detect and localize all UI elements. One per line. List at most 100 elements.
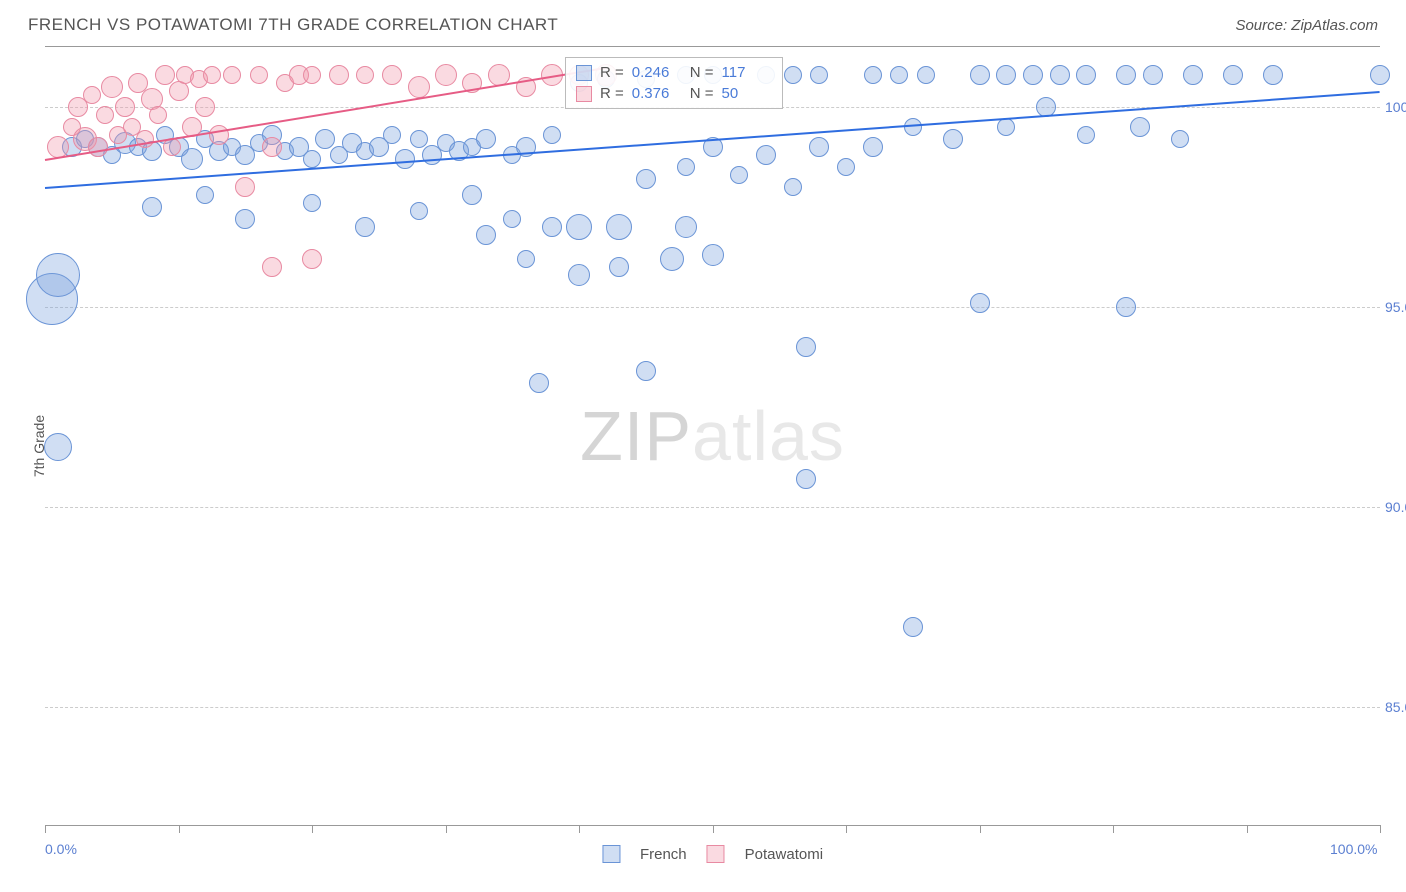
plot-area: ZIPatlas 85.0%90.0%95.0%100.0%0.0%100.0%… <box>45 46 1380 826</box>
gridline <box>45 507 1380 508</box>
data-point <box>462 185 482 205</box>
data-point <box>996 65 1016 85</box>
x-tick <box>1113 825 1114 833</box>
data-point <box>250 66 268 84</box>
data-point <box>756 145 776 165</box>
data-point <box>235 209 255 229</box>
data-point <box>435 64 457 86</box>
stats-swatch-potawatomi <box>576 86 592 102</box>
data-point <box>864 66 882 84</box>
data-point <box>1116 65 1136 85</box>
chart-title: FRENCH VS POTAWATOMI 7TH GRADE CORRELATI… <box>28 15 558 35</box>
stats-r-label-2: R = <box>600 85 624 102</box>
data-point <box>1023 65 1043 85</box>
data-point <box>115 97 135 117</box>
legend-swatch-potawatomi <box>707 845 725 863</box>
data-point <box>235 177 255 197</box>
stats-box: R = 0.246 N = 117 R = 0.376 N = 50 <box>565 57 783 109</box>
data-point <box>383 126 401 144</box>
data-point <box>262 257 282 277</box>
data-point <box>542 217 562 237</box>
data-point <box>476 129 496 149</box>
data-point <box>303 66 321 84</box>
data-point <box>702 244 724 266</box>
data-point <box>1077 126 1095 144</box>
data-point <box>196 186 214 204</box>
data-point <box>149 106 167 124</box>
data-point <box>970 65 990 85</box>
data-point <box>837 158 855 176</box>
stats-n-value-french: 117 <box>722 64 772 81</box>
data-point <box>96 106 114 124</box>
data-point <box>1370 65 1390 85</box>
x-tick <box>312 825 313 833</box>
data-point <box>997 118 1015 136</box>
stats-row-french: R = 0.246 N = 117 <box>576 62 772 83</box>
stats-r-value-french: 0.246 <box>632 64 682 81</box>
stats-n-label-1: N = <box>690 64 714 81</box>
data-point <box>809 137 829 157</box>
data-point <box>209 125 229 145</box>
data-point <box>863 137 883 157</box>
stats-n-label-2: N = <box>690 85 714 102</box>
data-point <box>1076 65 1096 85</box>
data-point <box>101 76 123 98</box>
data-point <box>810 66 828 84</box>
data-point <box>476 225 496 245</box>
gridline <box>45 707 1380 708</box>
data-point <box>503 210 521 228</box>
data-point <box>917 66 935 84</box>
data-point <box>302 249 322 269</box>
watermark-zip: ZIP <box>580 397 692 475</box>
data-point <box>609 257 629 277</box>
data-point <box>636 361 656 381</box>
data-point <box>315 129 335 149</box>
data-point <box>1183 65 1203 85</box>
data-point <box>730 166 748 184</box>
data-point <box>1050 65 1070 85</box>
data-point <box>195 97 215 117</box>
data-point <box>410 130 428 148</box>
watermark-atlas: atlas <box>692 397 845 475</box>
data-point <box>329 65 349 85</box>
legend-label-potawatomi: Potawatomi <box>745 846 823 863</box>
chart-source: Source: ZipAtlas.com <box>1235 17 1378 34</box>
data-point <box>660 247 684 271</box>
x-tick-label-left: 0.0% <box>45 841 77 857</box>
plot-inner: ZIPatlas 85.0%90.0%95.0%100.0%0.0%100.0% <box>45 47 1380 825</box>
data-point <box>796 469 816 489</box>
x-tick-label-right: 100.0% <box>1330 841 1377 857</box>
stats-r-value-potawatomi: 0.376 <box>632 85 682 102</box>
stats-n-value-potawatomi: 50 <box>722 85 772 102</box>
data-point <box>355 217 375 237</box>
y-tick-label: 85.0% <box>1385 699 1406 715</box>
x-tick <box>1380 825 1381 833</box>
data-point <box>943 129 963 149</box>
data-point <box>1263 65 1283 85</box>
stats-r-label-1: R = <box>600 64 624 81</box>
data-point <box>410 202 428 220</box>
data-point <box>890 66 908 84</box>
data-point <box>303 194 321 212</box>
data-point <box>796 337 816 357</box>
data-point <box>517 250 535 268</box>
data-point <box>1223 65 1243 85</box>
x-tick <box>579 825 580 833</box>
data-point <box>529 373 549 393</box>
data-point <box>303 150 321 168</box>
data-point <box>606 214 632 240</box>
data-point <box>223 66 241 84</box>
data-point <box>83 86 101 104</box>
data-point <box>395 149 415 169</box>
data-point <box>784 178 802 196</box>
data-point <box>142 197 162 217</box>
stats-swatch-french <box>576 65 592 81</box>
x-tick <box>846 825 847 833</box>
y-tick-label: 95.0% <box>1385 299 1406 315</box>
data-point <box>408 76 430 98</box>
data-point <box>970 293 990 313</box>
x-tick <box>45 825 46 833</box>
data-point <box>1143 65 1163 85</box>
data-point <box>1116 297 1136 317</box>
data-point <box>203 66 221 84</box>
